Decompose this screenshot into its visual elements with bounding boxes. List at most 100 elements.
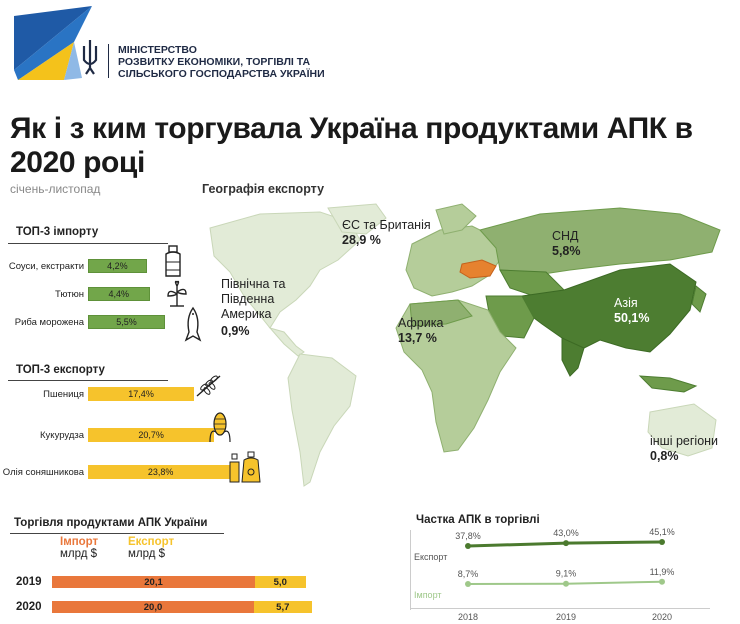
trade-year-2020: 2020 [16,601,42,613]
share-point-0-1 [563,540,569,547]
geography-title: Географія експорту [202,182,325,196]
ministry-line-3: СІЛЬСЬКОГО ГОСПОДАРСТВА УКРАЇНИ [118,68,325,80]
fish-icon [184,306,202,342]
region-other-name: інші регіони [650,434,719,448]
trade-underline [10,533,224,534]
export-bar-2-value: 23,8% [147,467,174,477]
map-indonesia [638,375,698,393]
share-label-0-1: 43,0% [553,528,579,538]
map-north-africa [409,299,473,327]
top-export-title: ТОП-3 експорту [16,364,105,376]
region-cis-value: 5,8% [552,244,581,258]
share-point-0-2 [659,538,665,545]
trade-import-bar-2019: 20,1 [52,576,255,588]
share-label-1-0: 8,7% [458,569,479,579]
trade-import-value-2020: 20,0 [143,601,163,613]
trade-import-value-2019: 20,1 [144,576,163,588]
top-export-underline [8,380,168,381]
region-americas-value: 0,9% [221,324,250,338]
export-bar-0-value: 17,4% [128,389,154,399]
import-bar-2: 5,5% [88,315,165,329]
share-point-1-1 [563,580,569,587]
share-line-chart: 37,8% 43,0% 45,1% Експорт 8,7% 9,1% 11,9% Імпор… [414,528,675,622]
share-title: Частка АПК в торгівлі [416,514,540,526]
share-label-1-1: 9,1% [556,569,577,579]
world-map [209,203,721,487]
map-ukraine [459,259,497,279]
share-xtick-0: 2018 [458,612,478,622]
trade-export-bar-2019: 5,0 [255,576,306,588]
region-americas-label: Північна та Південна Америка 0,9% [221,277,313,339]
ministry-name: МІНІСТЕРСТВО РОЗВИТКУ ЕКОНОМІКИ, ТОРГІВЛ… [118,44,358,80]
share-xtick-1: 2019 [556,612,576,622]
legend-export-line1: Експорт [128,536,175,548]
export-bar-1-value: 20,7% [138,430,164,440]
map-africa [395,299,517,453]
region-other-value: 0,8% [650,449,679,463]
tobacco-plant-icon [167,280,187,307]
oil-bottles-icon [229,451,261,483]
map-greenland [327,203,387,235]
map-india [561,337,585,377]
legend-import-line2: млрд $ [60,548,98,560]
legend-export-line2: млрд $ [128,548,166,560]
share-series-name-1: Імпорт [414,590,442,600]
ministry-logo [14,6,344,86]
map-south-america [287,353,357,487]
import-label-1: Тютюн [54,289,84,300]
export-label-0: Пшениця [43,389,84,400]
page-title: Як і з ким торгувала Україна продуктами … [10,112,693,179]
region-asia-name: Азія [614,296,638,310]
share-point-0-0 [465,543,471,549]
region-africa-name: Африка [398,316,444,330]
region-asia-label: Азія 50,1% [614,296,649,326]
top-import-title: ТОП-3 імпорту [16,226,99,238]
share-series-name-0: Експорт [414,552,447,562]
import-label-0: Соуси, екстракти [8,261,84,272]
region-africa-value: 13,7 % [398,331,437,345]
region-africa-label: Африка 13,7 % [398,316,443,346]
import-bar-1-value: 4,4% [108,289,130,299]
region-cis-label: СНД 5,8% [552,229,581,259]
export-bar-0: 17,4% [88,387,195,401]
trade-year-2019: 2019 [16,576,42,588]
import-label-2: Риба морожена [14,317,84,328]
region-eu-name: ЄС та Британія [342,218,431,232]
top-import-underline [8,243,168,244]
share-left-divider [410,530,411,610]
share-point-1-0 [465,581,471,587]
import-bar-0-value: 4,2% [107,261,128,271]
region-asia-value: 50,1% [614,311,650,325]
page-subtitle: січень-листопад [10,182,101,196]
import-bar-2-value: 5,5% [116,317,137,327]
trade-title: Торгівля продуктами АПК України [14,517,208,529]
export-bar-1: 20,7% [88,428,215,442]
region-cis-name: СНД [552,229,579,243]
share-label-0-2: 45,1% [649,528,675,537]
trade-export-bar-2020: 5,7 [254,601,312,613]
map-asia [521,263,697,353]
region-eu-value: 28,9 % [342,233,381,247]
import-bar-1: 4,4% [88,287,150,301]
wheat-icon [196,375,221,397]
map-europe [405,225,501,297]
trident-icon [82,40,98,75]
trade-export-value-2019: 5,0 [273,576,287,588]
map-scandinavia [435,203,477,235]
corn-icon [209,412,231,443]
ministry-line-1: МІНІСТЕРСТВО [118,44,197,56]
ministry-line-2: РОЗВИТКУ ЕКОНОМІКИ, ТОРГІВЛІ ТА [118,56,311,68]
map-australia [647,403,717,457]
legend-import-line1: Імпорт [60,536,99,548]
trade-export-value-2020: 5,7 [276,601,290,613]
legend-import: Імпорт млрд $ [60,536,98,560]
ministry-emblem-graphic [14,6,98,80]
share-label-1-2: 11,9% [650,567,675,577]
region-other-label: інші регіони 0,8% [650,434,718,464]
region-americas-name: Північна та Південна Америка [221,277,286,321]
export-label-2: Олія соняшникова [2,467,84,478]
map-japan [691,285,707,313]
legend-export: Експорт млрд $ [128,536,174,560]
share-point-1-2 [659,578,665,585]
region-eu-label: ЄС та Британія 28,9 % [342,218,431,248]
